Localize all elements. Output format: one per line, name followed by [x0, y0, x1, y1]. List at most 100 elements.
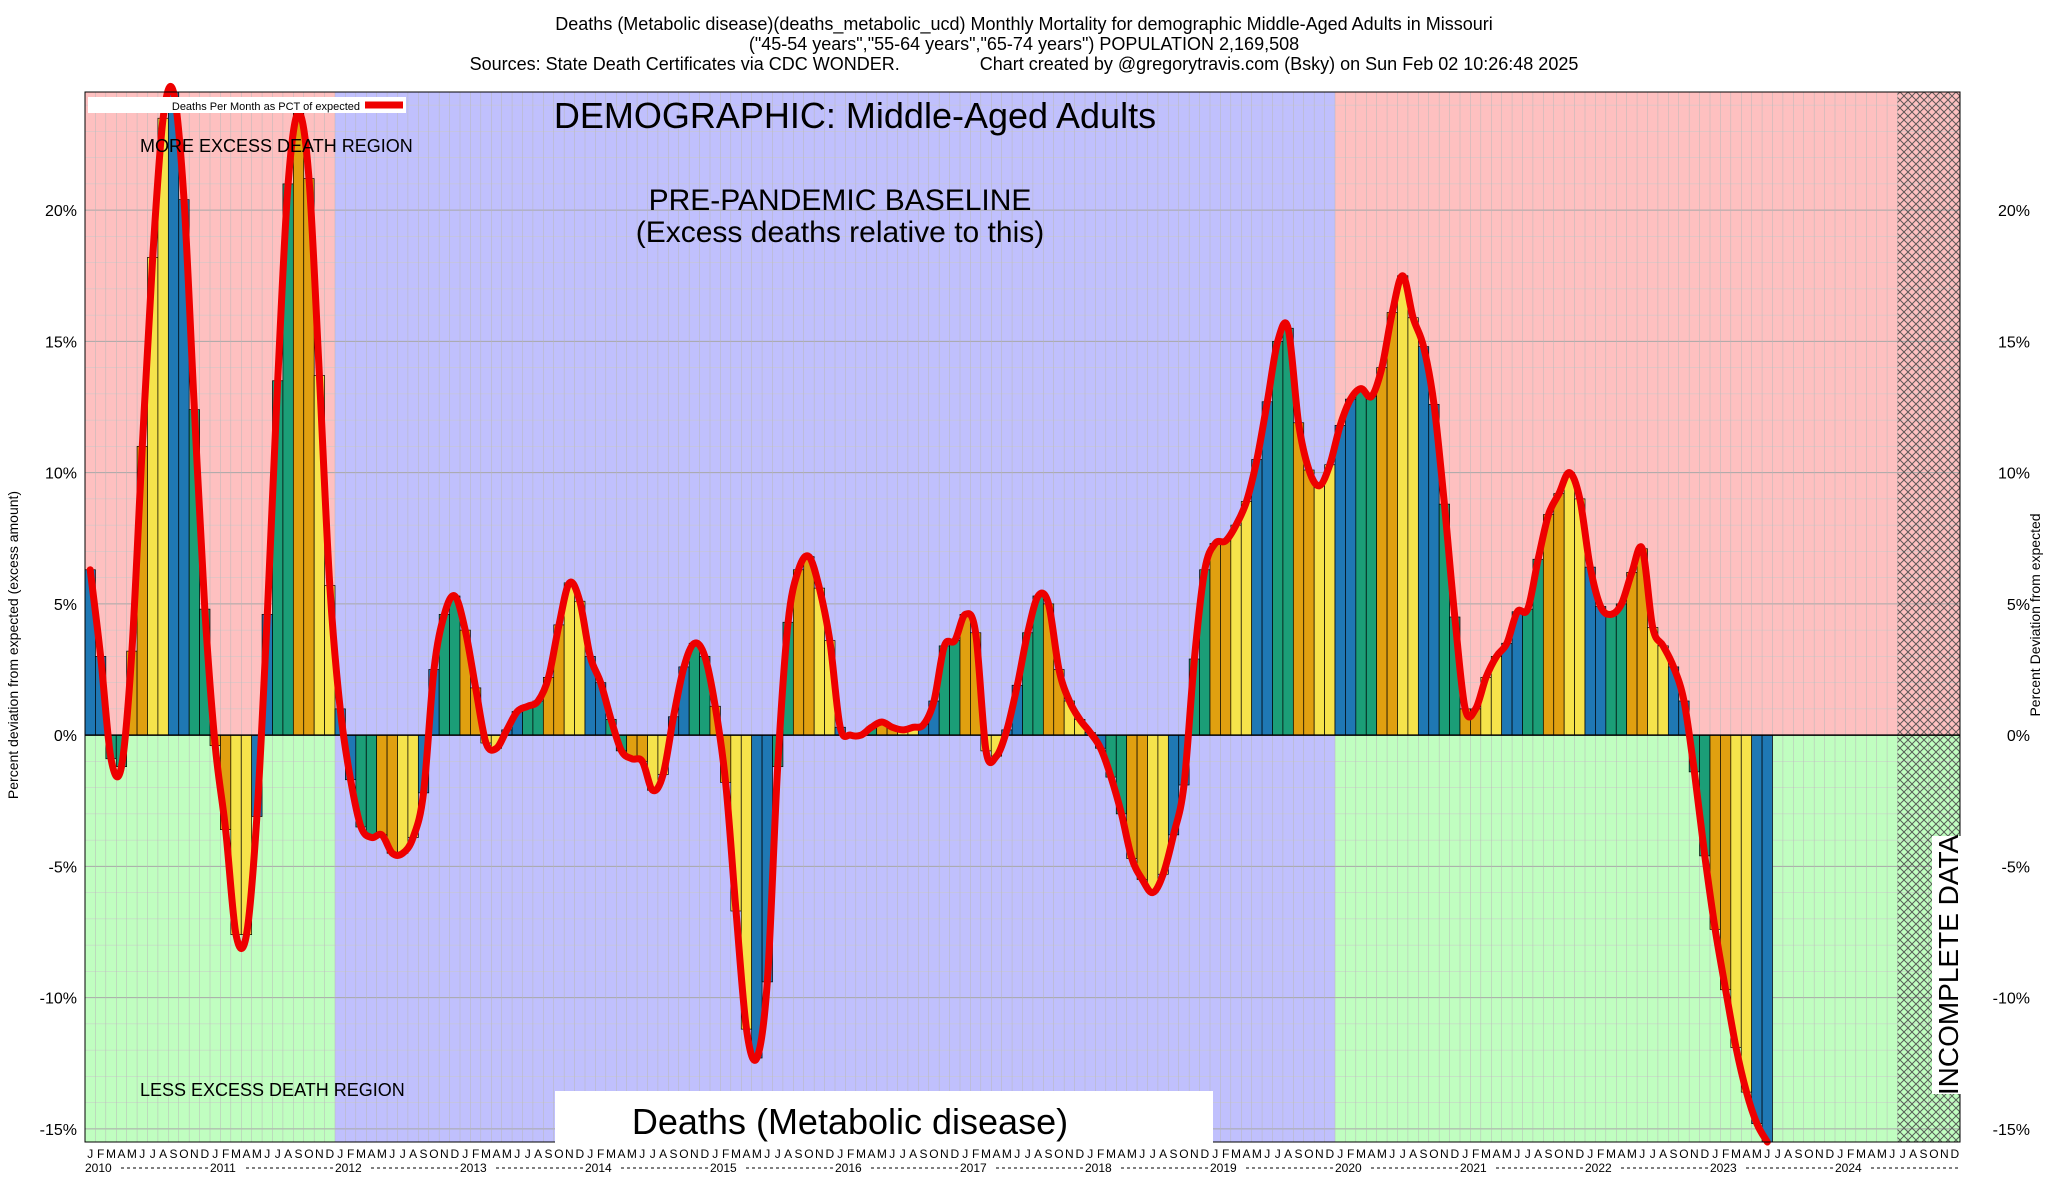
data-bar	[157, 117, 169, 736]
x-tick-month: O	[1804, 1147, 1813, 1161]
x-tick-month: J	[1025, 1147, 1031, 1161]
x-tick-month: A	[617, 1147, 625, 1161]
x-tick-month: J	[1400, 1147, 1406, 1161]
x-tick-month: M	[1877, 1147, 1887, 1161]
grid-lines	[84, 92, 1961, 1142]
x-tick-month: S	[1045, 1147, 1053, 1161]
x-tick-month: A	[409, 1147, 417, 1161]
y-tick-label-left: 10%	[45, 466, 77, 483]
x-tick-month: J	[587, 1147, 593, 1161]
x-tick-month: A	[159, 1147, 167, 1161]
data-bar	[292, 112, 305, 736]
x-tick-month: J	[1587, 1147, 1593, 1161]
x-tick-month: M	[377, 1147, 387, 1161]
x-tick-month: N	[815, 1147, 824, 1161]
y-ticks-right: -15% -10% -5% 0% 5% 10% 15% 20%	[1993, 203, 2030, 1139]
x-tick-month: M	[106, 1147, 116, 1161]
data-bar	[1522, 608, 1534, 736]
x-tick-month: N	[940, 1147, 949, 1161]
x-tick-month: J	[1837, 1147, 1843, 1161]
x-tick-month: J	[775, 1147, 781, 1161]
y-tick-label-left: -10%	[40, 991, 77, 1008]
data-bar	[1209, 543, 1221, 736]
x-tick-month: F	[722, 1147, 729, 1161]
x-tick-year: 2012	[335, 1161, 362, 1175]
data-bar	[1303, 469, 1315, 736]
x-tick-month: A	[492, 1147, 500, 1161]
x-tick-month: N	[190, 1147, 199, 1161]
x-tick-month: J	[1014, 1147, 1020, 1161]
data-bar	[803, 556, 815, 736]
x-tick-month: J	[1650, 1147, 1656, 1161]
chart-source-line: Sources: State Death Certificates via CD…	[470, 54, 1579, 74]
x-tick-month: J	[275, 1147, 281, 1161]
x-tick-month: D	[1200, 1147, 1209, 1161]
data-bar	[449, 595, 461, 736]
x-tick-month: O	[1929, 1147, 1938, 1161]
x-tick-month: A	[659, 1147, 667, 1161]
x-tick-month: A	[784, 1147, 792, 1161]
x-tick-month: J	[712, 1147, 718, 1161]
x-tick-month: O	[179, 1147, 188, 1161]
data-bar	[1376, 367, 1388, 736]
data-bar	[1220, 540, 1232, 736]
baseline-label-line2: (Excess deaths relative to this)	[636, 216, 1045, 249]
y-tick-label-right: -15%	[1993, 1122, 2030, 1139]
x-tick-month: N	[690, 1147, 699, 1161]
x-tick-month: J	[514, 1147, 520, 1161]
x-tick-year: 2010	[85, 1161, 112, 1175]
data-bar	[1501, 642, 1513, 736]
x-tick-month: M	[1127, 1147, 1137, 1161]
legend-label: Deaths Per Month as PCT of expected	[172, 101, 360, 113]
x-tick-month: F	[1722, 1147, 1729, 1161]
data-bar	[397, 734, 409, 854]
x-tick-month: S	[420, 1147, 428, 1161]
y-tick-label-right: 20%	[1998, 203, 2030, 220]
x-tick-month: D	[1575, 1147, 1584, 1161]
x-tick-month: J	[525, 1147, 531, 1161]
data-bar	[1324, 464, 1336, 736]
x-tick-month: A	[284, 1147, 292, 1161]
x-tick-month: M	[752, 1147, 762, 1161]
data-bar	[1595, 606, 1607, 736]
x-tick-month: O	[304, 1147, 313, 1161]
more-excess-label: MORE EXCESS DEATH REGION	[140, 136, 413, 156]
x-tick-month: A	[367, 1147, 375, 1161]
trend-line	[86, 82, 1771, 1146]
x-tick-month: J	[1212, 1147, 1218, 1161]
x-tick-month: A	[1492, 1147, 1500, 1161]
x-tick-month: O	[804, 1147, 813, 1161]
x-tick-month: J	[1139, 1147, 1145, 1161]
x-tick-month: A	[1867, 1147, 1875, 1161]
x-tick-year: 2018	[1085, 1161, 1112, 1175]
x-tick-month: S	[670, 1147, 678, 1161]
data-bar	[1136, 734, 1148, 880]
x-tick-month: A	[1659, 1147, 1667, 1161]
y-tick-label-left: 5%	[54, 597, 77, 614]
x-tick-month: S	[795, 1147, 803, 1161]
x-tick-month: F	[972, 1147, 979, 1161]
y-axis-label-right: Percent Deviation from expected	[2027, 513, 2043, 716]
x-tick-month: J	[639, 1147, 645, 1161]
data-bar	[1730, 734, 1742, 1048]
y-tick-label-left: 15%	[45, 334, 77, 351]
x-tick-month: J	[462, 1147, 468, 1161]
x-tick-month: N	[440, 1147, 449, 1161]
x-tick-month: A	[1617, 1147, 1625, 1161]
data-bar	[1251, 459, 1263, 736]
x-tick-month: J	[1639, 1147, 1645, 1161]
x-tick-year: 2016	[835, 1161, 862, 1175]
x-tick-month: M	[1481, 1147, 1491, 1161]
x-tick-month: F	[222, 1147, 229, 1161]
data-bar	[1365, 396, 1378, 736]
x-tick-month: N	[1315, 1147, 1324, 1161]
x-tick-month: S	[1295, 1147, 1303, 1161]
chart-title: Deaths (Metabolic disease)(deaths_metabo…	[555, 14, 1492, 35]
x-tick-year: 2022	[1585, 1161, 1612, 1175]
data-bar	[1147, 734, 1159, 893]
x-tick-month: D	[825, 1147, 834, 1161]
x-tick-month: N	[1940, 1147, 1949, 1161]
x-tick-month: A	[1367, 1147, 1375, 1161]
